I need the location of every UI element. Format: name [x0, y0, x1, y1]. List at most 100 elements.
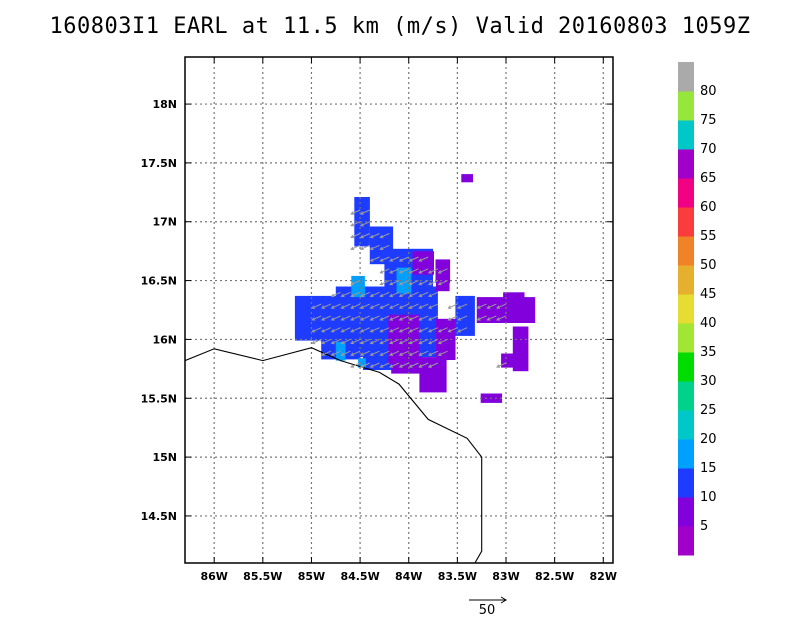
map-grid: [185, 57, 613, 563]
wind-arrow: [427, 315, 439, 321]
colorbar-bin: [678, 381, 694, 411]
wind-arrow: [418, 303, 429, 309]
lat-tick-label: 16.5N: [141, 275, 177, 288]
wind-arrow: [408, 268, 419, 274]
colorbar-bin: [678, 352, 694, 382]
wind-arrow: [379, 338, 390, 345]
wind-arrow: [427, 268, 439, 274]
wind-arrow: [486, 315, 497, 321]
lon-tick-label: 85W: [298, 570, 325, 583]
wind-arrow: [418, 315, 429, 321]
wind-arrow: [379, 256, 390, 262]
wind-arrow: [330, 315, 341, 321]
wind-arrow: [369, 350, 380, 356]
longitude-ticks: 86W 85.5W 85W 84.5W 84W 83.5W 83W 82.5W 82W: [200, 57, 617, 583]
colorbar-label: 55: [700, 229, 717, 244]
wind-arrow: [350, 303, 361, 309]
colorbar-bin: [678, 236, 694, 266]
colorbar-label: 60: [700, 200, 717, 215]
wind-arrow: [408, 291, 419, 298]
wind-arrow: [408, 350, 419, 356]
wind-arrow: [350, 315, 361, 321]
wind-arrow: [379, 362, 390, 368]
wind-arrow: [437, 280, 448, 286]
colorbar-label: 25: [700, 403, 717, 418]
latitude-ticks: 18N 17.5N 17N 16.5N 16N 15.5N 15N 14.5N: [141, 98, 613, 523]
wind-arrow: [369, 291, 380, 298]
wind-arrow: [350, 350, 361, 356]
wind-arrow: [389, 350, 400, 356]
colorbar-label: 65: [700, 171, 717, 186]
wind-cell-23: [501, 353, 521, 368]
wind-arrow: [398, 327, 409, 333]
wind-arrow: [437, 338, 448, 345]
colorbar-label: 15: [700, 461, 717, 476]
wind-arrow: [476, 303, 487, 309]
wind-arrow: [340, 350, 351, 356]
lat-tick-label: 14.5N: [141, 510, 177, 523]
wind-arrow: [427, 338, 439, 345]
wind-arrow: [320, 315, 332, 321]
colorbar-label: 20: [700, 432, 717, 447]
wind-arrow: [496, 362, 507, 368]
wind-arrow: [398, 350, 409, 356]
wind-arrow: [398, 280, 409, 286]
lat-tick-label: 15.5N: [141, 392, 177, 405]
wind-arrow: [418, 256, 429, 262]
colorbar-bin: [678, 294, 694, 324]
colorbar-label: 40: [700, 316, 717, 331]
wind-arrow: [359, 291, 371, 298]
wind-arrow: [408, 315, 419, 321]
wind-arrow: [398, 338, 409, 345]
colorbar-bin: [678, 265, 694, 295]
wind-arrow: [359, 315, 371, 321]
wind-arrow: [408, 327, 419, 333]
lat-tick-label: 16N: [152, 333, 177, 346]
wind-arrow: [369, 256, 380, 262]
wind-arrow: [418, 327, 429, 333]
wind-arrow: [311, 327, 322, 333]
wind-arrow: [427, 291, 439, 298]
wind-arrow: [330, 338, 341, 345]
colorbar-label: 5: [700, 519, 708, 534]
map-frame: [184, 56, 614, 564]
wind-arrow: [427, 362, 439, 368]
wind-arrow: [398, 291, 409, 298]
colorbar-bin: [678, 323, 694, 353]
wind-arrow: [350, 338, 361, 345]
map-title: 160803I1 EARL at 11.5 km (m/s) Valid 201…: [49, 14, 751, 39]
wind-arrow: [418, 291, 429, 298]
wind-arrow: [408, 338, 419, 345]
wind-cell-10: [396, 267, 412, 294]
wind-arrow: [320, 350, 332, 356]
reference-arrow: [469, 596, 507, 604]
coastline: [185, 347, 483, 563]
wind-arrow: [350, 221, 361, 227]
wind-arrow: [389, 280, 400, 286]
wind-arrow: [359, 338, 371, 345]
wind-arrow: [389, 315, 400, 321]
wind-arrow: [340, 303, 351, 309]
wind-vectors: [311, 209, 507, 368]
wind-arrow: [350, 209, 361, 215]
colorbar-label: 50: [700, 258, 717, 273]
lon-tick-label: 82.5W: [535, 570, 574, 583]
wind-arrow: [457, 327, 468, 333]
wind-arrow: [379, 233, 390, 239]
colorbar-label: 75: [700, 113, 717, 128]
wind-arrow: [340, 338, 351, 345]
wind-arrow: [389, 291, 400, 298]
reference-label: 50: [479, 603, 496, 618]
wind-arrow: [408, 256, 419, 262]
wind-arrow: [330, 291, 341, 298]
colorbar-bin: [678, 149, 694, 179]
wind-arrow: [350, 327, 361, 333]
wind-arrow: [379, 244, 390, 250]
wind-arrow: [369, 338, 380, 345]
wind-arrow: [369, 315, 380, 321]
wind-arrow: [389, 362, 400, 368]
wind-arrow: [350, 362, 361, 368]
lon-tick-label: 82W: [590, 570, 617, 583]
wind-arrow: [320, 327, 332, 333]
